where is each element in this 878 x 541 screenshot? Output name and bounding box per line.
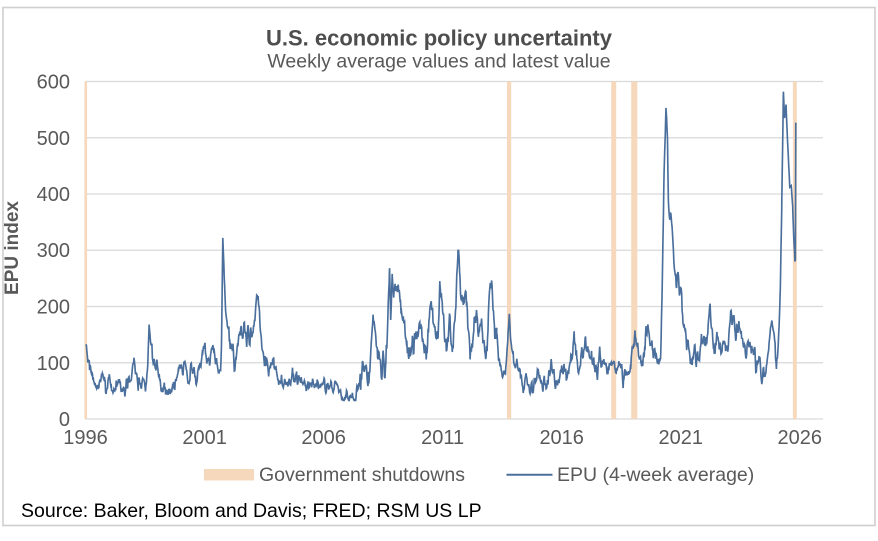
svg-text:U.S. economic policy uncertain: U.S. economic policy uncertainty — [266, 26, 613, 51]
svg-text:Source: Baker, Bloom and Davis: Source: Baker, Bloom and Davis; FRED; RS… — [21, 500, 482, 522]
svg-text:2026: 2026 — [778, 427, 823, 449]
svg-text:EPU (4-week average): EPU (4-week average) — [557, 464, 754, 486]
svg-text:200: 200 — [37, 297, 70, 319]
svg-text:500: 500 — [37, 128, 70, 150]
svg-text:600: 600 — [37, 72, 70, 94]
svg-text:2001: 2001 — [182, 427, 227, 449]
svg-text:2021: 2021 — [659, 427, 704, 449]
svg-text:2016: 2016 — [539, 427, 584, 449]
svg-text:2006: 2006 — [301, 427, 346, 449]
svg-text:2011: 2011 — [421, 427, 464, 449]
svg-text:0: 0 — [59, 409, 70, 431]
svg-text:100: 100 — [37, 353, 70, 375]
svg-text:300: 300 — [37, 240, 70, 262]
svg-text:Government shutdowns: Government shutdowns — [259, 464, 465, 486]
svg-text:Weekly average values and late: Weekly average values and latest value — [267, 51, 610, 73]
svg-text:EPU index: EPU index — [2, 201, 23, 295]
svg-text:400: 400 — [37, 184, 70, 206]
svg-text:1996: 1996 — [63, 427, 108, 449]
